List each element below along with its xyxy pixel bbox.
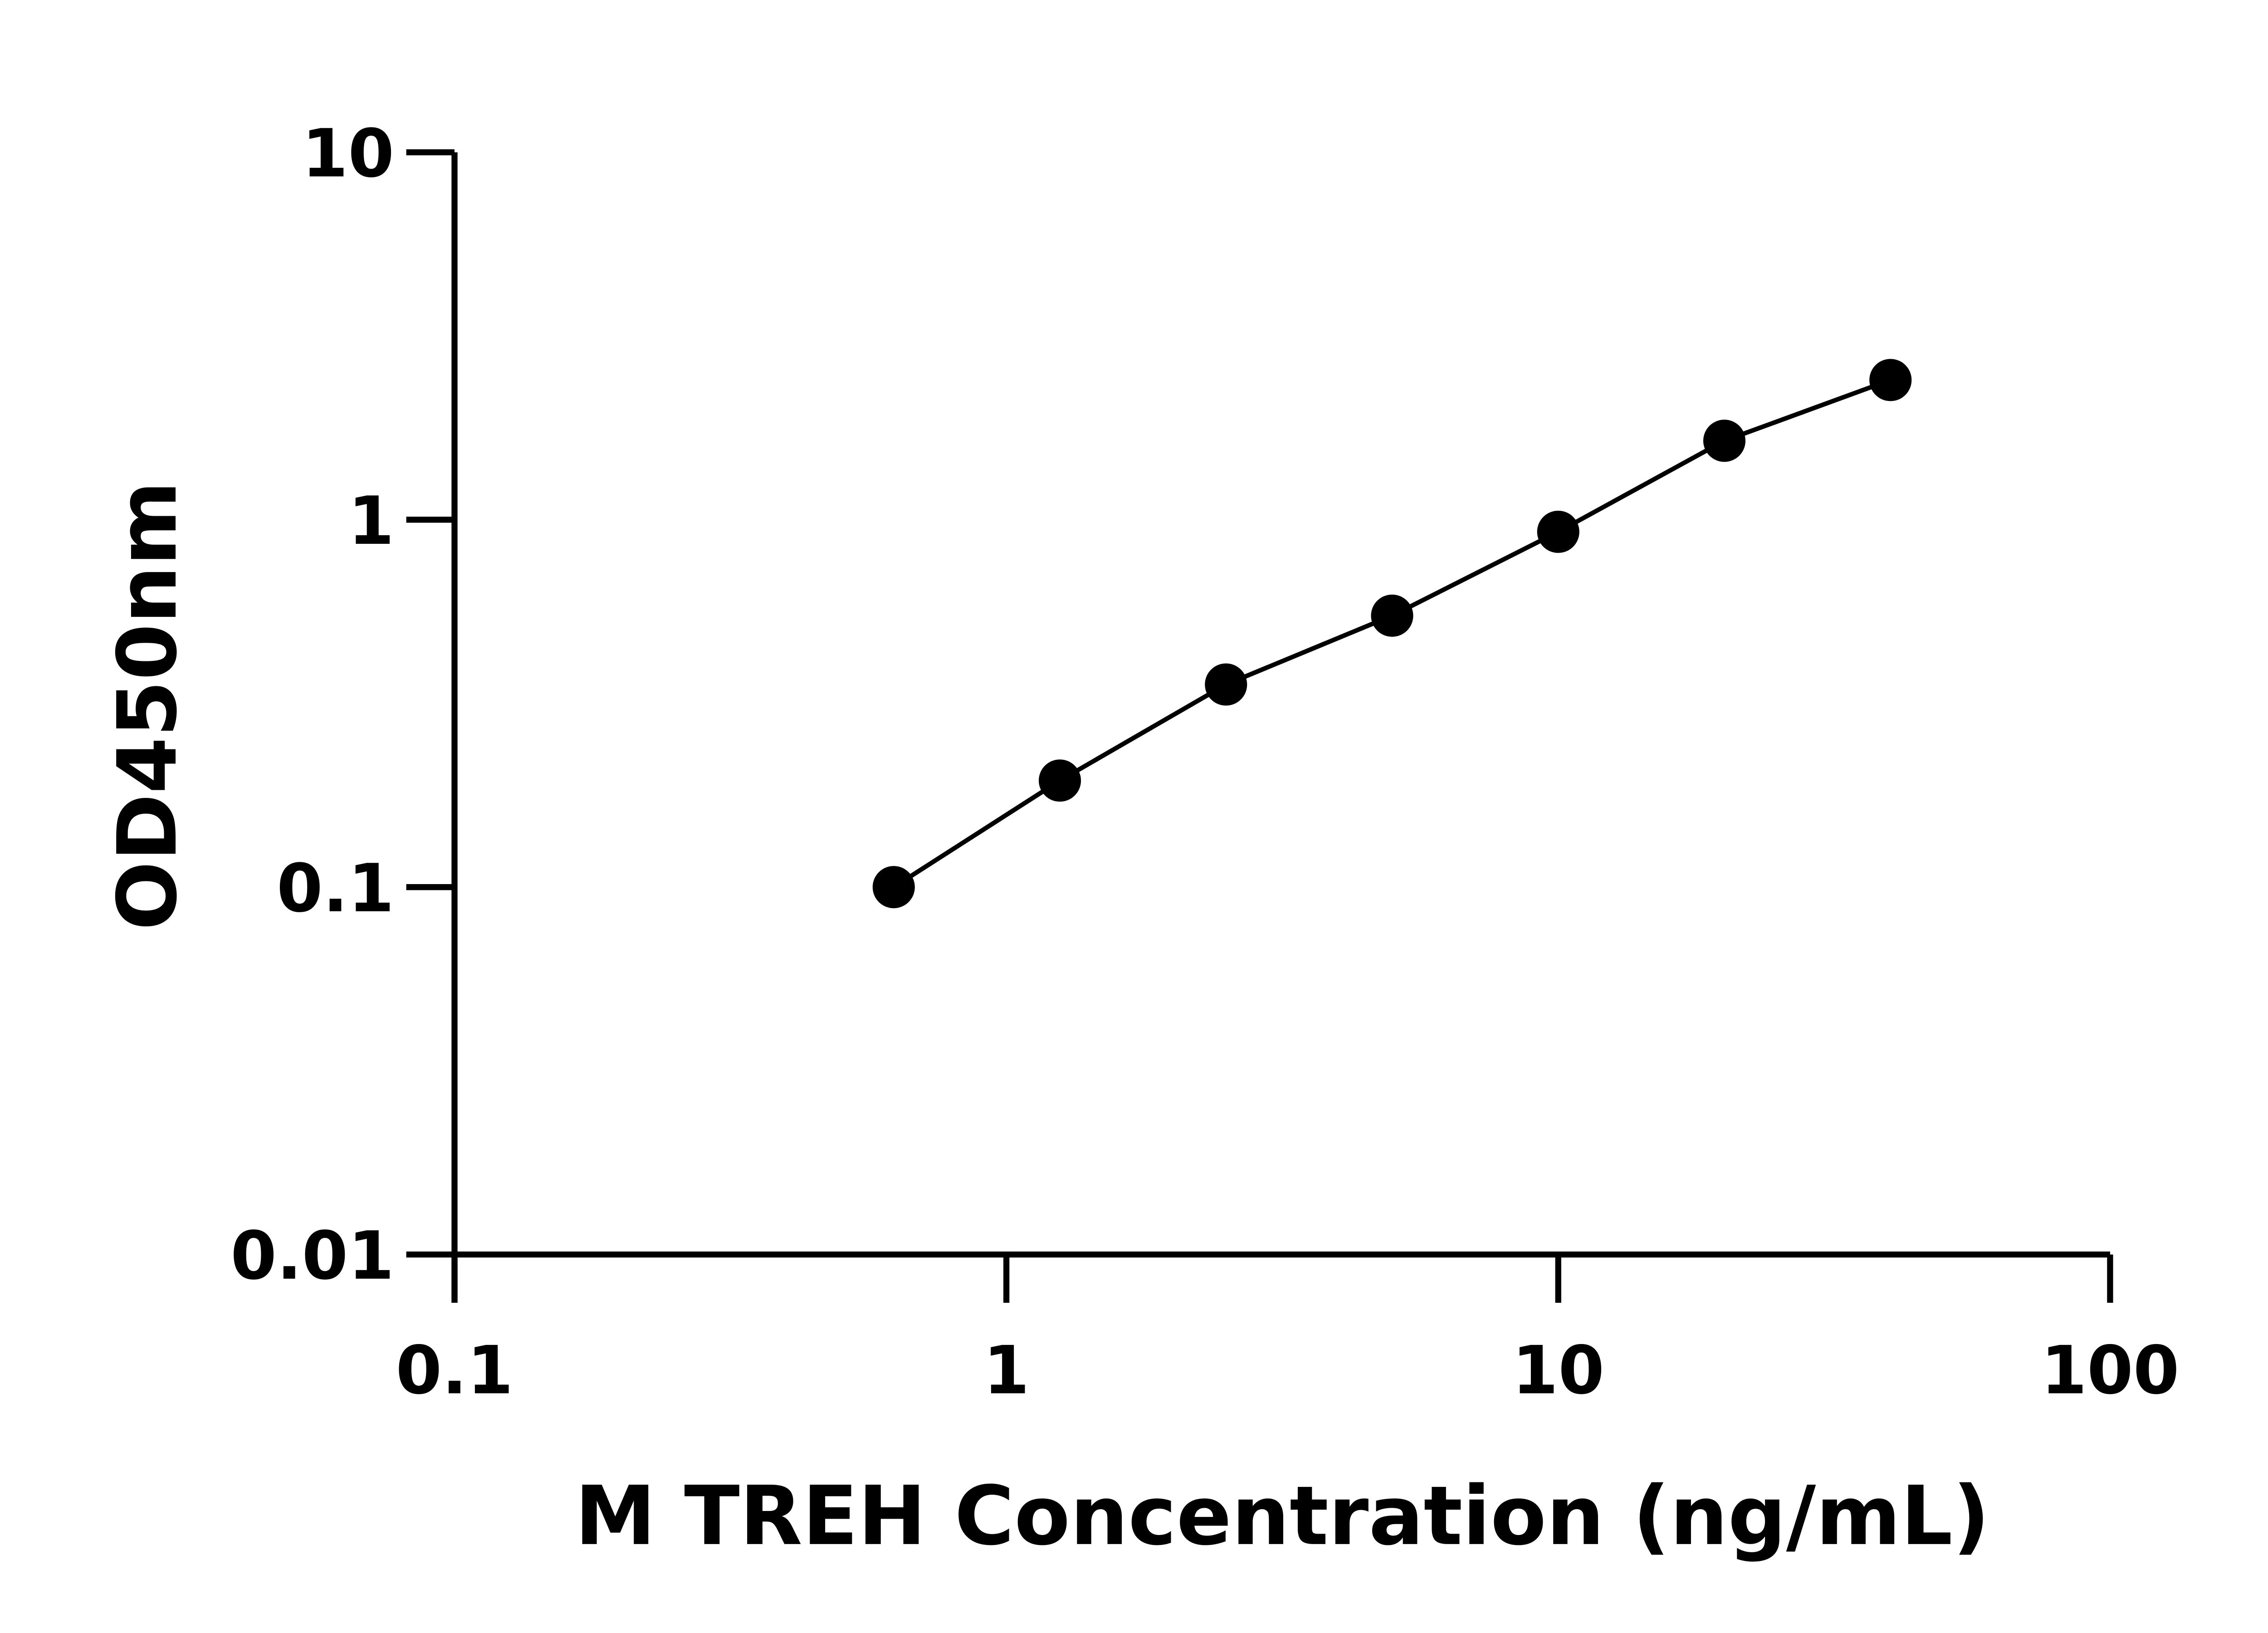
x-tick-label: 0.1 <box>396 1332 513 1409</box>
y-tick-label: 1 <box>348 483 394 560</box>
data-point <box>1537 510 1579 553</box>
data-point <box>1703 420 1746 462</box>
data-point <box>1039 759 1081 802</box>
y-axis-label: OD450nm <box>100 481 195 930</box>
x-tick-label: 10 <box>1512 1332 1605 1409</box>
x-tick-label: 100 <box>2041 1332 2179 1409</box>
data-point <box>1869 359 1912 401</box>
x-tick-label: 1 <box>983 1332 1030 1409</box>
data-point <box>1205 663 1247 706</box>
series <box>872 359 1912 909</box>
y-tick-label: 0.01 <box>230 1217 394 1295</box>
x-axis-label: M TREH Concentration (ng/mL) <box>575 1469 1990 1564</box>
y-tick-label: 10 <box>302 115 395 192</box>
y-tick-label: 0.1 <box>277 850 394 927</box>
data-point <box>872 866 915 909</box>
data-point <box>1371 594 1413 637</box>
